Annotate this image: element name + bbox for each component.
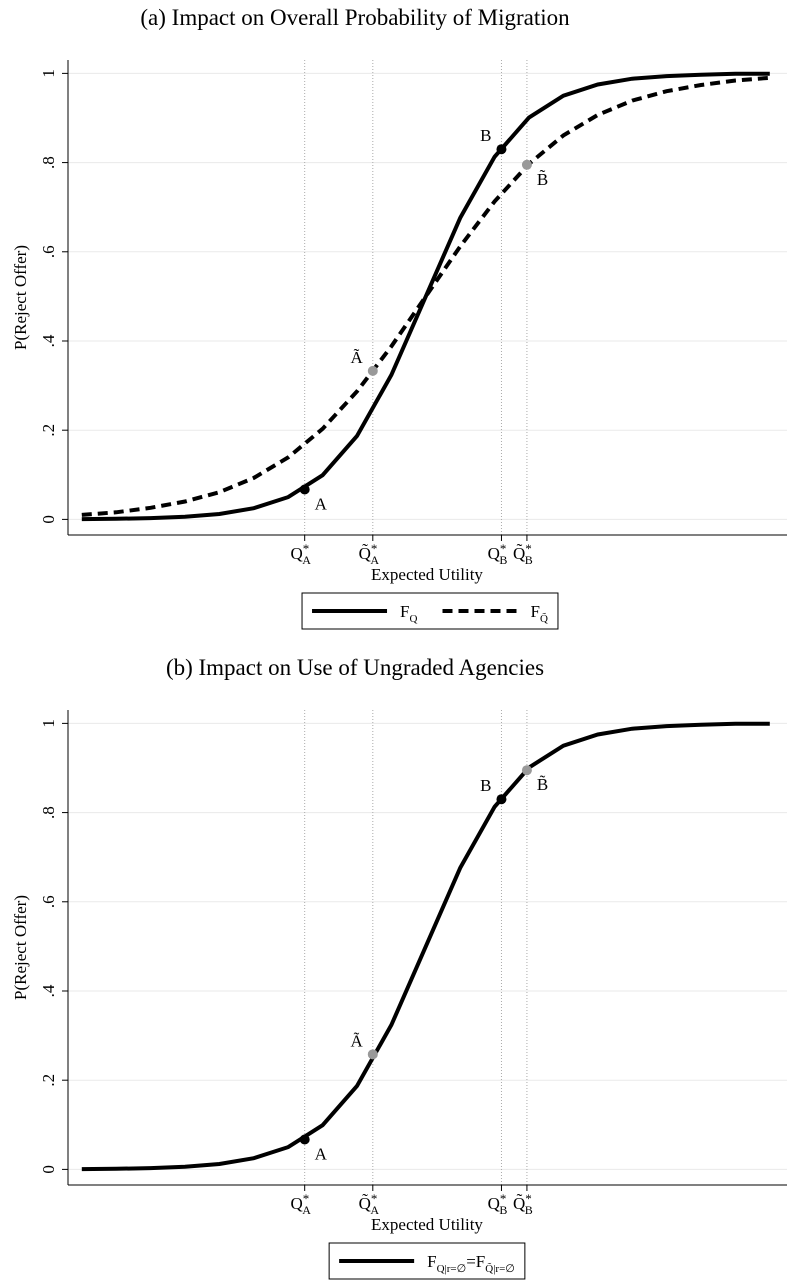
chart-title: (a) Impact on Overall Probability of Mig… (140, 5, 570, 30)
point (299, 484, 310, 495)
y-tick-label: .6 (39, 895, 58, 908)
y-tick-label: .2 (39, 424, 58, 437)
point-label: B (480, 126, 491, 145)
point (496, 144, 507, 155)
y-tick-label: 0 (39, 515, 58, 524)
x-tick-base: Q̃ (513, 1194, 525, 1213)
x-tick-base: Q̃ (359, 544, 371, 563)
legend-label-part: F (427, 1252, 436, 1271)
y-tick-label: .8 (39, 156, 58, 169)
x-tick-label: Q̃* A (359, 1191, 380, 1217)
y-tick-label: 1 (39, 69, 58, 78)
x-tick-label: Q* B (488, 1191, 508, 1217)
series-line (81, 75, 770, 517)
series-line (81, 721, 770, 1172)
legend: FQ FQ̃ (301, 592, 559, 630)
y-tick-label: .4 (39, 334, 58, 347)
legend-label-part: F (400, 602, 409, 621)
legend-label-part: =F (466, 1252, 485, 1271)
y-tick-label: .2 (39, 1074, 58, 1087)
x-tick-label: Q̃* A (359, 541, 380, 567)
legend-label-part: F (531, 602, 540, 621)
point-label: Ã (351, 348, 364, 367)
x-tick-sup: * (500, 1191, 507, 1206)
x-tick-label: Q* B (488, 541, 508, 567)
point (367, 1049, 378, 1060)
x-tick-label: Q̃* B (513, 1191, 533, 1217)
y-tick-label: 0 (39, 1165, 58, 1174)
legend-label-part: Q̃|r=∅ (485, 1262, 515, 1275)
x-tick-sup: * (500, 541, 507, 556)
x-tick-base: Q (290, 1194, 302, 1213)
x-tick-sub: B (525, 553, 533, 567)
legend-label-part: Q (410, 613, 418, 625)
x-tick-sup: * (371, 1191, 378, 1206)
x-tick-sub: A (302, 553, 311, 567)
legend-label: FQ̃ (531, 602, 548, 625)
x-tick-base: Q (488, 544, 500, 563)
x-tick-sub: A (370, 1203, 379, 1217)
point-label: A (315, 1145, 328, 1164)
point (367, 365, 378, 376)
x-tick-sub: B (525, 1203, 533, 1217)
x-tick-base: Q (290, 544, 302, 563)
point-label: B (480, 776, 491, 795)
y-tick-label: .8 (39, 806, 58, 819)
point-label: Ã (351, 1031, 364, 1050)
point-label: A (315, 495, 328, 514)
panel: (b) Impact on Use of Ungraded Agencies P(… (11, 655, 787, 1280)
x-tick-sub: A (370, 553, 379, 567)
y-axis-label: P(Reject Offer) (11, 245, 30, 350)
point (496, 794, 507, 805)
point-label: B̃ (537, 170, 548, 189)
point (521, 159, 532, 170)
point-label: B̃ (537, 775, 548, 794)
point (299, 1134, 310, 1145)
x-tick-label: Q* A (290, 1191, 311, 1217)
x-tick-label: Q̃* B (513, 541, 533, 567)
x-tick-sub: B (499, 553, 507, 567)
x-tick-sup: * (525, 1191, 532, 1206)
x-tick-base: Q̃ (359, 1194, 371, 1213)
y-tick-label: 1 (39, 719, 58, 728)
legend: FQ|r=∅=FQ̃|r=∅ (328, 1242, 526, 1280)
x-tick-base: Q̃ (513, 544, 525, 563)
panel: (a) Impact on Overall Probability of Mig… (11, 5, 787, 630)
x-tick-sub: A (302, 1203, 311, 1217)
x-tick-sup: * (371, 541, 378, 556)
x-axis-label: Expected Utility (371, 565, 483, 584)
legend-label-part: Q̃ (540, 612, 548, 625)
legend-label: FQ|r=∅=FQ̃|r=∅ (427, 1252, 515, 1275)
y-tick-label: .6 (39, 245, 58, 258)
legend-label: FQ (400, 602, 417, 625)
x-axis-label: Expected Utility (371, 1215, 483, 1234)
legend-label-part: Q|r=∅ (437, 1263, 467, 1275)
series-line (81, 71, 770, 522)
y-axis-label: P(Reject Offer) (11, 895, 30, 1000)
x-tick-sup: * (303, 1191, 310, 1206)
x-tick-sup: * (303, 541, 310, 556)
point (521, 765, 532, 776)
x-tick-sup: * (525, 541, 532, 556)
chart-title: (b) Impact on Use of Ungraded Agencies (166, 655, 544, 680)
x-tick-label: Q* A (290, 541, 311, 567)
x-tick-base: Q (488, 1194, 500, 1213)
x-tick-sub: B (499, 1203, 507, 1217)
y-tick-label: .4 (39, 984, 58, 997)
